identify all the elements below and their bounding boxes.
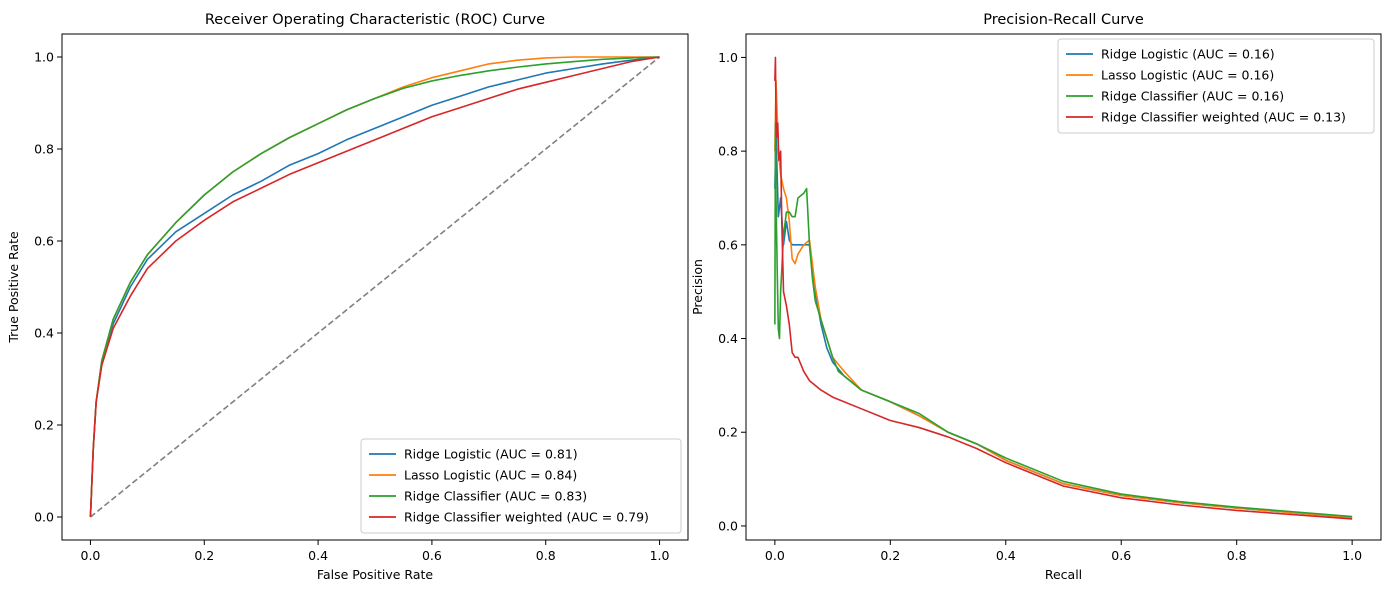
plot-frame <box>745 33 1382 541</box>
legend-entry-label: Lasso Logistic (AUC = 0.84) <box>404 468 577 483</box>
x-tick-label: 0.8 <box>1227 548 1247 563</box>
y-axis-label: True Positive Rate <box>6 231 21 344</box>
legend-entry-label: Ridge Classifier (AUC = 0.83) <box>404 489 587 504</box>
series-line-ridge-classifier-weighted <box>89 56 660 518</box>
y-tick-label: 0.4 <box>718 331 738 346</box>
legend-entry-label: Ridge Logistic (AUC = 0.16) <box>1101 47 1275 62</box>
series-line-ridge-classifier-weighted <box>774 56 1353 520</box>
x-tick-label: 0.4 <box>308 548 328 563</box>
legend-entry-label: Lasso Logistic (AUC = 0.16) <box>1101 68 1274 83</box>
series-line-ridge-classifier <box>774 122 1353 518</box>
x-tick-label: 1.0 <box>650 548 670 563</box>
legend: Ridge Logistic (AUC = 0.16) Lasso Logisti… <box>1057 38 1375 134</box>
x-tick-label: 0.6 <box>422 548 442 563</box>
y-tick-label: 1.0 <box>34 50 54 65</box>
y-tick-label: 0.0 <box>718 518 738 533</box>
x-tick-label: 0.0 <box>81 548 101 563</box>
y-axis-label: Precision <box>690 259 705 315</box>
legend-entry-label: Ridge Logistic (AUC = 0.81) <box>404 447 578 462</box>
x-tick-label: 0.4 <box>996 548 1016 563</box>
x-tick-label: 1.0 <box>1342 548 1362 563</box>
x-tick-label: 0.6 <box>1111 548 1131 563</box>
legend-box <box>1057 38 1375 134</box>
y-tick-label: 0.8 <box>34 142 54 157</box>
y-tick-label: 0.6 <box>718 237 738 252</box>
legend-entry-label: Ridge Classifier weighted (AUC = 0.79) <box>404 510 649 525</box>
x-tick-label: 0.0 <box>765 548 785 563</box>
x-axis-label: False Positive Rate <box>317 567 433 582</box>
x-tick-label: 0.2 <box>880 548 900 563</box>
series-line-lasso-logistic <box>774 80 1353 519</box>
legend: Ridge Logistic (AUC = 0.81) Lasso Logisti… <box>360 438 682 534</box>
y-tick-label: 1.0 <box>718 50 738 65</box>
y-tick-label: 0.4 <box>34 326 54 341</box>
y-tick-label: 0.6 <box>34 234 54 249</box>
legend-box <box>360 438 682 534</box>
series-line-ridge-logistic <box>774 131 1353 519</box>
precision-recall-chart: 0.0 0.2 0.4 0.6 0.8 1.0 0.0 0.2 0.4 0.6 0.8 1.0 Prec… <box>690 12 1382 582</box>
y-tick-label: 0.2 <box>34 418 54 433</box>
x-axis-label: Recall <box>1045 567 1082 582</box>
plot-frame <box>61 33 689 541</box>
series-line-ridge-classifier <box>89 56 660 518</box>
chart-title: Precision-Recall Curve <box>983 12 1144 28</box>
x-tick-label: 0.2 <box>194 548 214 563</box>
y-tick-label: 0.8 <box>718 144 738 159</box>
legend-entry-label: Ridge Classifier weighted (AUC = 0.13) <box>1101 110 1346 125</box>
chart-title: Receiver Operating Characteristic (ROC) … <box>205 12 545 28</box>
x-tick-label: 0.8 <box>536 548 556 563</box>
y-tick-label: 0.0 <box>34 510 54 525</box>
series-line-ridge-logistic <box>89 56 660 518</box>
y-tick-label: 0.2 <box>718 425 738 440</box>
roc-chart: 0.0 0.2 0.4 0.6 0.8 1.0 0.0 0.2 0.4 0.6 0.8 1.0 Rece… <box>6 12 689 582</box>
chance-diagonal-line <box>89 56 661 518</box>
legend-entry-label: Ridge Classifier (AUC = 0.16) <box>1101 89 1284 104</box>
